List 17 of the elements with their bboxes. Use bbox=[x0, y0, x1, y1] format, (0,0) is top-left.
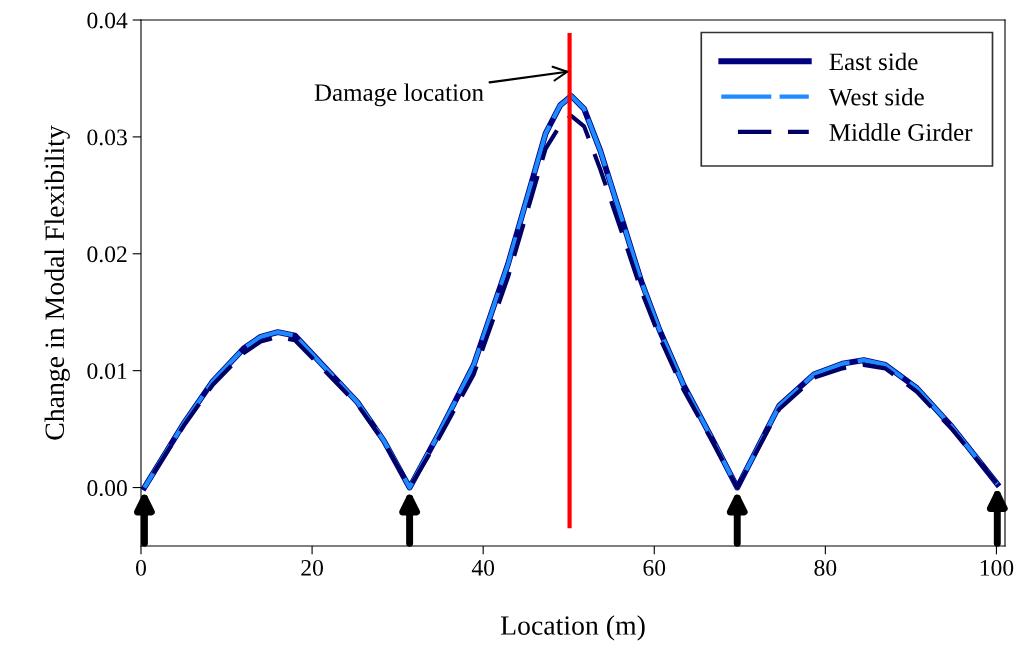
legend-label: West side bbox=[828, 87, 924, 106]
y-tick-label: 0.03 bbox=[87, 129, 127, 146]
x-tick-label: 40 bbox=[471, 559, 495, 576]
x-tick-label: 80 bbox=[814, 559, 837, 576]
x-axis-title: Location (m) bbox=[500, 615, 645, 641]
x-tick-label: 60 bbox=[643, 559, 666, 576]
annotation: Damage location bbox=[314, 83, 484, 107]
legend-label: Middle Girder bbox=[829, 123, 973, 141]
x-tick-label: 20 bbox=[301, 559, 323, 576]
y-tick-label: 0.01 bbox=[87, 363, 127, 380]
x-tick-label: 0 bbox=[136, 559, 146, 576]
y-tick-label: 0.02 bbox=[87, 246, 127, 263]
x-tick-label: 100 bbox=[980, 559, 1014, 576]
y-axis-title: Change in Modal Flexibility bbox=[44, 125, 70, 440]
y-tick-label: 0.04 bbox=[87, 12, 128, 29]
legend-label: East side bbox=[829, 52, 918, 71]
y-tick-label: 0.00 bbox=[87, 480, 127, 497]
